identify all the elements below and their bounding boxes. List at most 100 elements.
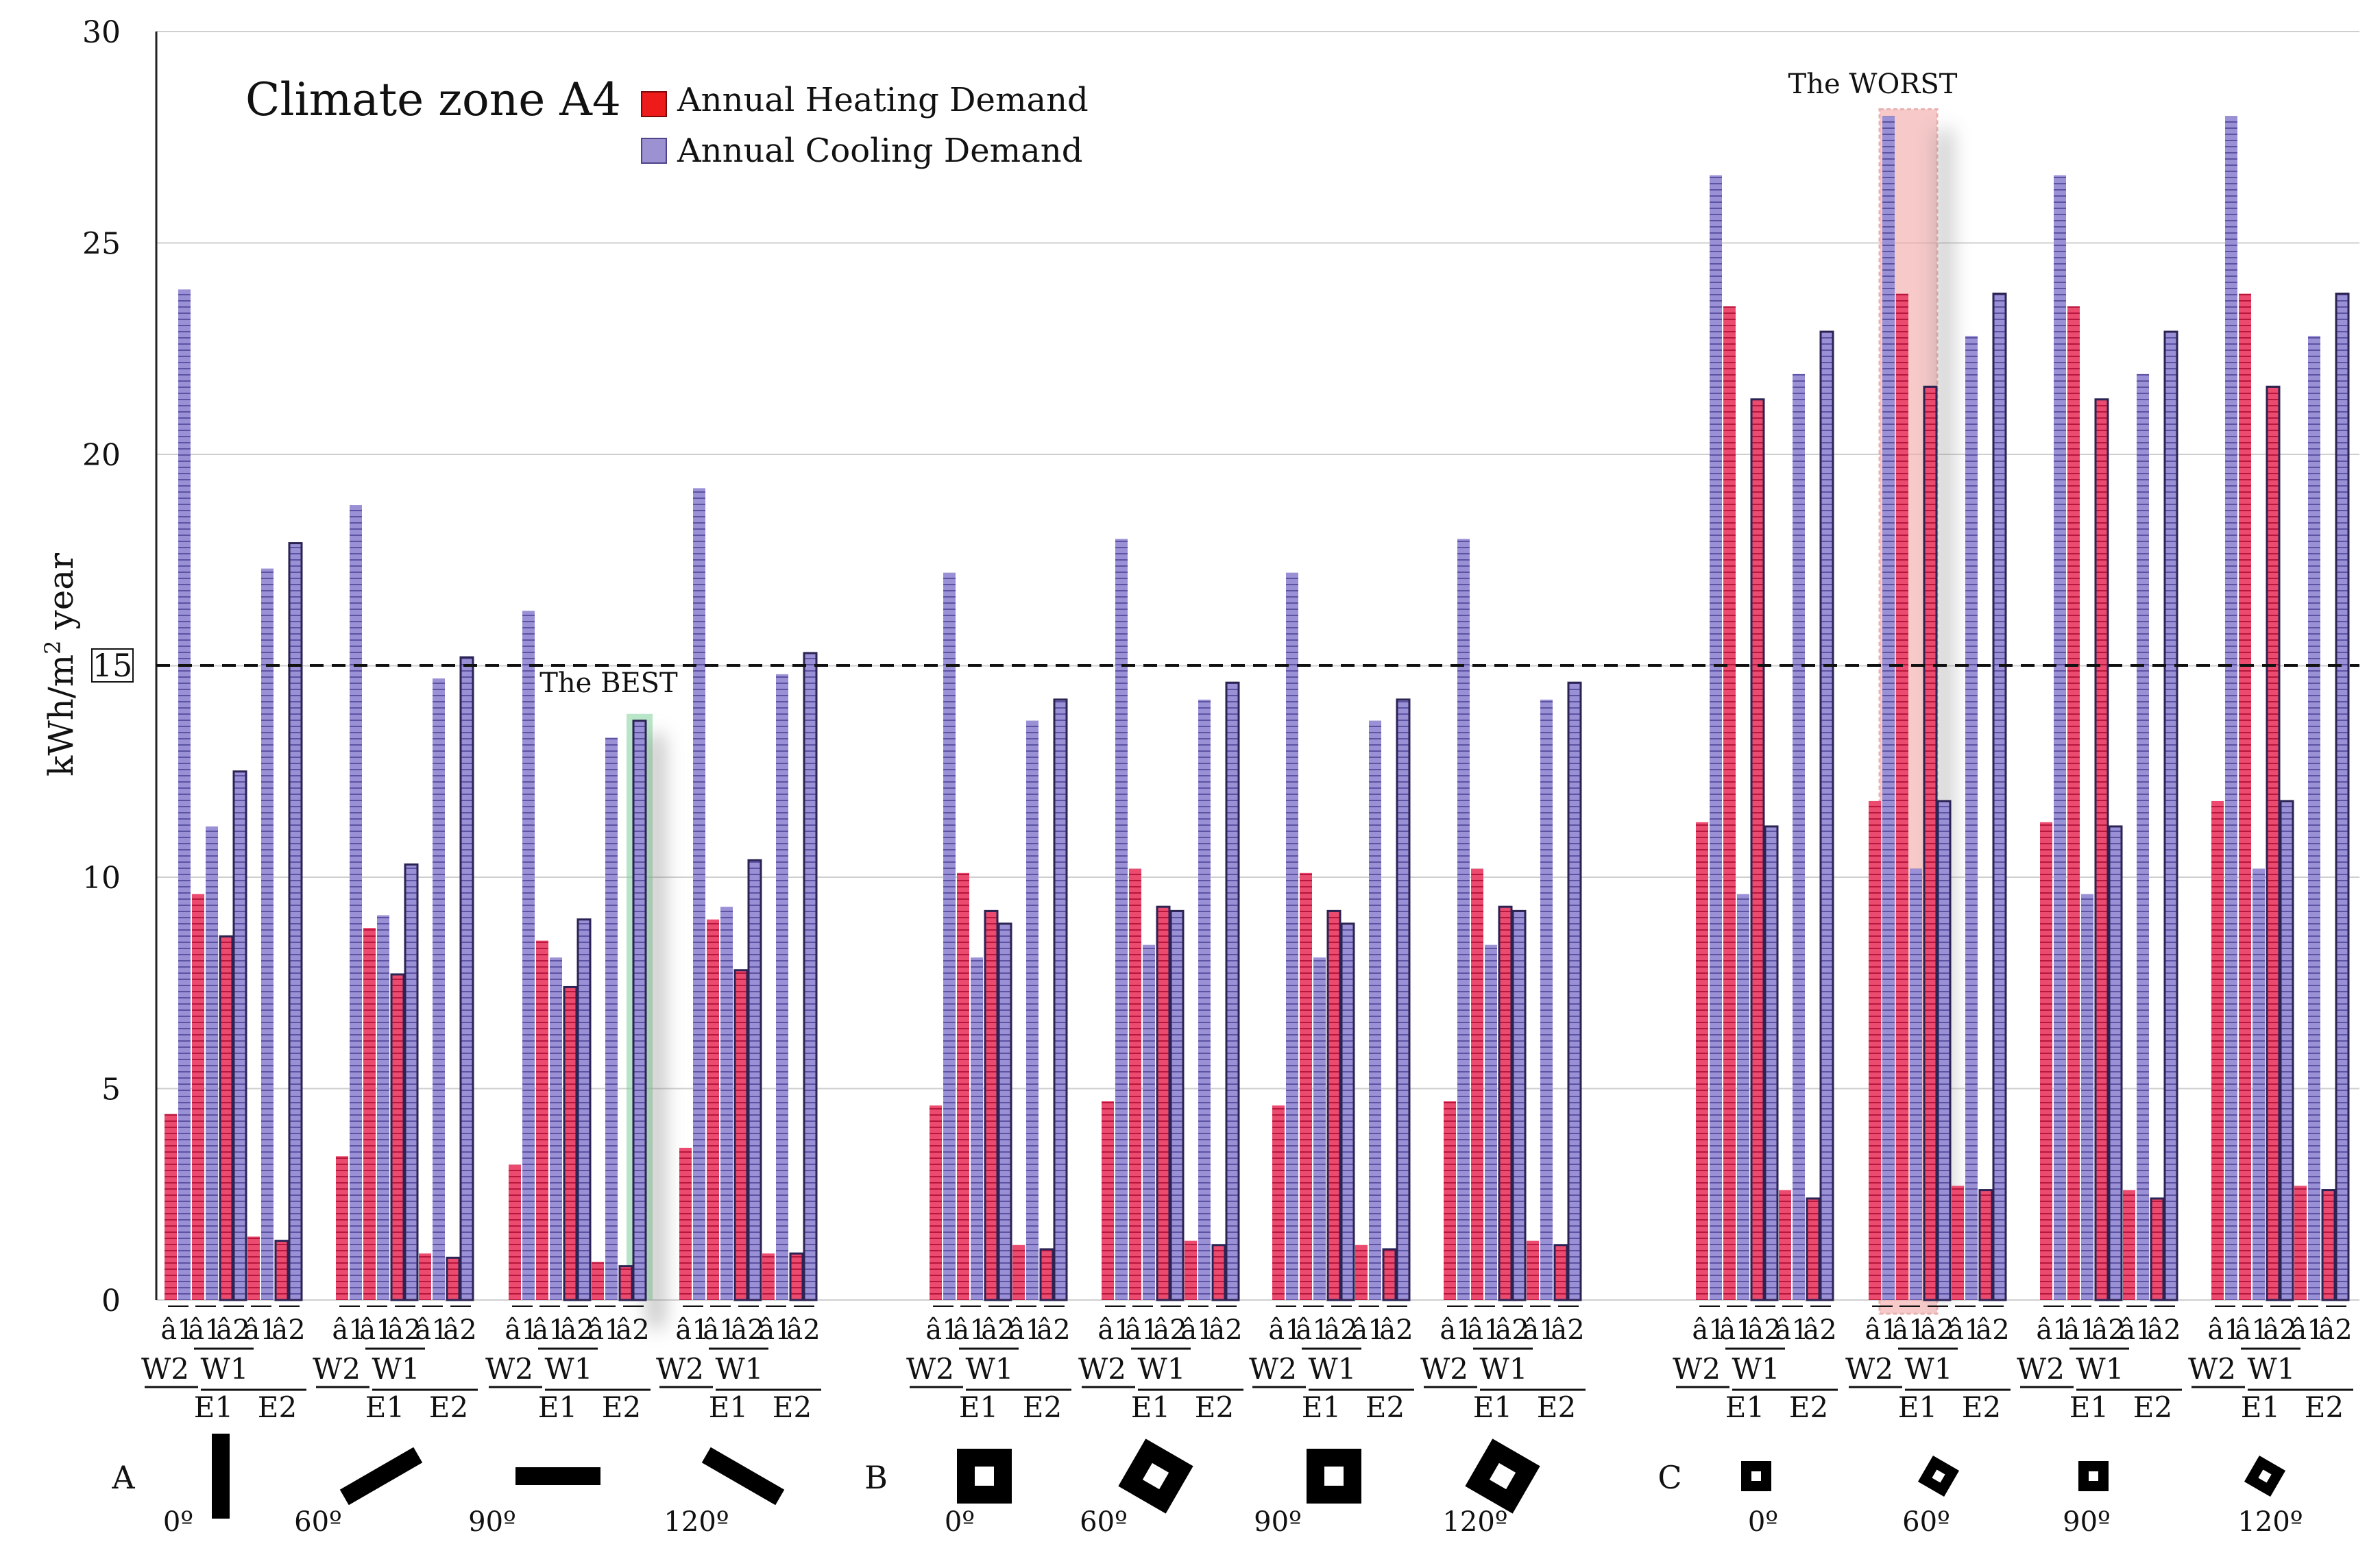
bar-heating: [1185, 1240, 1197, 1300]
orientation-label: 60º: [1902, 1506, 1950, 1538]
bar-cooling: [1710, 175, 1722, 1300]
orientation-label: 60º: [1080, 1506, 1128, 1538]
slot-label: â1: [587, 1314, 621, 1346]
shape-b-square-icon: [1465, 1438, 1540, 1514]
slot-label: â2: [1324, 1314, 1357, 1346]
shape-c-square-icon: [2244, 1455, 2286, 1497]
slot-label: â2: [1803, 1314, 1836, 1346]
orientation-label: 90º: [2063, 1506, 2111, 1538]
bar-heating: [1806, 1197, 1821, 1301]
bar-heating: [192, 894, 204, 1300]
envelope-label-e1: E1: [1725, 1390, 1764, 1424]
slot-label: â2: [2147, 1314, 2181, 1346]
slot-label: â1: [758, 1314, 792, 1346]
building-shape-icons: A B C 0º 60º 90º 120º 0º 60º 90º 120º 0º 60º 90º 120º: [111, 1434, 2303, 1538]
slot-label: â1: [953, 1314, 986, 1346]
slot-label: â2: [1036, 1314, 1070, 1346]
best-shadow: [648, 734, 664, 1327]
bar-cooling: [1396, 698, 1411, 1301]
envelope-label-e2: E2: [2305, 1390, 2344, 1424]
slot-label: â1: [2207, 1314, 2241, 1346]
bar-heating: [2067, 306, 2080, 1300]
bar-heating: [2040, 822, 2052, 1300]
bar-cooling: [2108, 825, 2123, 1301]
legend-swatch-heating: [641, 91, 667, 117]
slot-label: â1: [1947, 1314, 1981, 1346]
bar-cooling: [1882, 116, 1895, 1300]
bar-heating: [618, 1265, 633, 1301]
slot-label: â2: [1920, 1314, 1954, 1346]
threshold-label-box: [91, 648, 134, 683]
bar-heating: [1952, 1186, 1964, 1300]
bar-cooling: [2225, 116, 2237, 1300]
bar-cooling: [1115, 539, 1128, 1300]
shape-a-rect-icon: [515, 1467, 600, 1485]
slot-label: â1: [415, 1314, 448, 1346]
slot-label: â2: [1153, 1314, 1187, 1346]
window-label-w1: W1: [1732, 1352, 1780, 1386]
bar-heating: [219, 935, 234, 1301]
shape-label: A: [111, 1459, 135, 1496]
window-label-w2: W2: [2188, 1352, 2236, 1386]
bar-cooling: [2335, 293, 2350, 1301]
orientation-label: 120º: [2237, 1506, 2303, 1538]
shape-c-square-icon: [1741, 1461, 1771, 1491]
bar-heating: [1471, 868, 1483, 1300]
envelope-label-e1: E1: [1302, 1390, 1341, 1424]
bar-heating: [1129, 868, 1141, 1300]
bar-heating: [1869, 800, 1881, 1300]
bar-heating: [1012, 1245, 1025, 1300]
envelope-label-e1: E1: [959, 1390, 998, 1424]
bar-cooling: [605, 737, 618, 1300]
orientation-label: 60º: [294, 1506, 342, 1538]
slot-label: â1: [1125, 1314, 1158, 1346]
window-label-w1: W1: [372, 1352, 420, 1386]
bar-cooling: [2137, 373, 2149, 1300]
envelope-label-e2: E2: [1195, 1390, 1234, 1424]
bar-heating: [1326, 909, 1341, 1301]
y-tick-label: 5: [101, 1072, 121, 1107]
bar-cooling: [1340, 922, 1355, 1301]
slot-label: â1: [1522, 1314, 1556, 1346]
shape-b-square-icon: [1307, 1449, 1361, 1504]
bar-cooling: [632, 720, 647, 1301]
slot-label: â2: [387, 1314, 421, 1346]
slot-label: â1: [675, 1314, 709, 1346]
shape-c-hole: [2089, 1471, 2098, 1481]
slot-label: â2: [1495, 1314, 1529, 1346]
bar-heating: [1750, 398, 1765, 1301]
bar-heating: [2150, 1197, 2165, 1301]
bar-cooling: [1053, 698, 1068, 1301]
envelope-label-e2: E2: [1365, 1390, 1405, 1424]
slot-label: â2: [1551, 1314, 1584, 1346]
threshold-line: 15: [91, 647, 2359, 684]
window-label-w1: W1: [201, 1352, 249, 1386]
bars: [165, 116, 2350, 1301]
slot-label: â1: [1097, 1314, 1131, 1346]
bar-cooling: [776, 674, 788, 1300]
slot-label: â1: [532, 1314, 566, 1346]
shape-c-hole: [1751, 1471, 1761, 1481]
orientation-label: 120º: [664, 1506, 729, 1538]
shape-b-hole: [1142, 1462, 1169, 1490]
slot-label: â1: [703, 1314, 736, 1346]
slot-label: â1: [1775, 1314, 1808, 1346]
slot-label: â1: [1351, 1314, 1385, 1346]
envelope-label-e1: E1: [2069, 1390, 2109, 1424]
envelope-label-e2: E2: [258, 1390, 297, 1424]
window-label-w2: W2: [906, 1352, 954, 1386]
worst-annotation-label: The WORST: [1788, 69, 1958, 100]
slot-label: â1: [1008, 1314, 1042, 1346]
window-label-w1: W1: [1138, 1352, 1186, 1386]
bar-heating: [419, 1253, 431, 1300]
legend-swatch-cooling: [641, 138, 667, 164]
slot-label: â2: [560, 1314, 594, 1346]
shape-c-square-icon: [1917, 1455, 1960, 1497]
legend-label-heating: Annual Heating Demand: [677, 81, 1089, 119]
bar-heating: [1498, 905, 1513, 1301]
window-label-w1: W1: [1480, 1352, 1528, 1386]
bar-heating: [1978, 1189, 1993, 1301]
slot-label: â1: [243, 1314, 277, 1346]
bar-heating: [679, 1147, 692, 1300]
slot-label: â1: [1467, 1314, 1501, 1346]
